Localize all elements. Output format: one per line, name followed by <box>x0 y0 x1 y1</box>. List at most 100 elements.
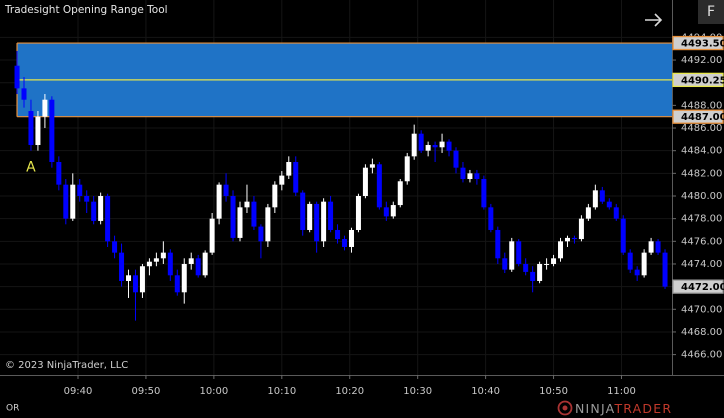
price-marker-box <box>672 72 724 88</box>
candle-body <box>467 173 473 180</box>
candle-body <box>390 205 396 217</box>
candle-body <box>181 263 187 293</box>
copyright: © 2023 NinjaTrader, LLC <box>5 360 128 371</box>
candle-body <box>307 203 313 230</box>
candle-body <box>537 263 543 281</box>
y-tick-label: 4482.00 <box>681 168 722 179</box>
candle-body <box>293 162 299 193</box>
candle-body <box>105 195 111 242</box>
y-tick-label: 4466.00 <box>681 350 722 361</box>
logo-icon-core <box>562 405 568 411</box>
candle-body <box>279 175 285 185</box>
plot-area: A <box>14 42 673 321</box>
candle-body <box>439 141 445 148</box>
candle-body <box>530 271 536 281</box>
candle-body <box>230 195 236 238</box>
candle-body <box>14 65 20 89</box>
candle-body <box>342 239 348 247</box>
candle-body <box>49 99 55 163</box>
candle-body <box>544 263 550 265</box>
candle-body <box>383 207 389 217</box>
chart-title: Tradesight Opening Range Tool <box>4 4 168 16</box>
candle-body <box>397 181 403 206</box>
candle-body <box>578 218 584 240</box>
candle-body <box>286 162 292 176</box>
candle-body <box>418 133 424 151</box>
candle-body <box>453 150 459 168</box>
x-tick-label: 10:40 <box>471 386 500 397</box>
y-tick-label: 4470.00 <box>681 304 722 315</box>
candle-body <box>70 184 76 219</box>
candle-body <box>77 184 83 196</box>
candle-body <box>662 252 668 287</box>
candle-body <box>328 201 334 230</box>
candle-body <box>369 164 375 168</box>
candle-body <box>425 145 431 151</box>
price-marker-box <box>672 35 724 51</box>
f-button[interactable] <box>698 0 724 24</box>
candle-body <box>551 258 557 264</box>
candle-body <box>56 162 62 185</box>
price-marker-label: 4493.50 <box>681 39 724 50</box>
candle-body <box>495 229 501 259</box>
price-marker-label: 4472.00 <box>681 282 724 293</box>
candle-body <box>355 195 361 230</box>
tab-bar <box>0 398 724 418</box>
tab-label[interactable]: OR <box>6 404 19 414</box>
candle-body <box>460 167 466 180</box>
y-tick-label: 4468.00 <box>681 327 722 338</box>
candle-body <box>209 218 215 253</box>
x-tick-label: 10:10 <box>267 386 296 397</box>
candle-body <box>523 263 529 272</box>
candle-body <box>132 275 138 293</box>
candle-body <box>223 184 229 196</box>
axes: 4466.00 4468.00 4470.00 4472.00 4474.00 4476.… <box>64 32 724 397</box>
candle-body <box>258 226 264 242</box>
candle-body <box>411 133 417 157</box>
logo-text: NINJATRADER <box>575 401 672 416</box>
candle-body <box>91 201 97 221</box>
arrow-icon[interactable] <box>645 13 663 27</box>
candle-body <box>202 252 208 276</box>
candle-body <box>42 99 48 117</box>
candle-body <box>446 141 452 151</box>
candle-body <box>362 167 368 196</box>
logo-part: NINJA <box>575 401 615 416</box>
candle-body <box>599 190 605 202</box>
candle-body <box>153 258 159 262</box>
candle-body <box>237 207 243 238</box>
candle-body <box>300 192 306 230</box>
candle-body <box>502 258 508 270</box>
candle-body <box>558 241 564 259</box>
candle-body <box>592 190 598 208</box>
candle-body <box>432 145 438 148</box>
candle-body <box>244 201 250 208</box>
candle-body <box>481 179 487 208</box>
candle-body <box>35 116 41 146</box>
candle-body <box>146 261 152 267</box>
y-tick-label: 4474.00 <box>681 259 722 270</box>
candle-body <box>606 201 612 208</box>
x-tick-label: 09:50 <box>132 386 161 397</box>
y-tick-label: 4492.00 <box>681 55 722 66</box>
price-marker-box <box>672 109 724 124</box>
candle-body <box>571 237 577 240</box>
candle-body <box>335 229 341 240</box>
logo-part: TRADER <box>613 401 672 416</box>
candle-body <box>112 241 118 253</box>
y-tick-label: 4484.00 <box>681 146 722 157</box>
x-tick-label: 10:30 <box>403 386 432 397</box>
logo: NINJATRADER <box>557 400 672 416</box>
x-tick-label: 10:20 <box>335 386 364 397</box>
candle-body <box>620 218 626 253</box>
candle-body <box>272 184 278 208</box>
x-tick-label: 11:00 <box>607 386 636 397</box>
candle-body <box>126 275 132 281</box>
candle-body <box>119 252 125 281</box>
logo-icon <box>557 400 573 416</box>
candle-body <box>167 252 173 276</box>
f-button-label[interactable]: F <box>707 4 715 20</box>
candle-body <box>585 207 591 219</box>
price-marker-label: 4487.00 <box>681 112 724 123</box>
